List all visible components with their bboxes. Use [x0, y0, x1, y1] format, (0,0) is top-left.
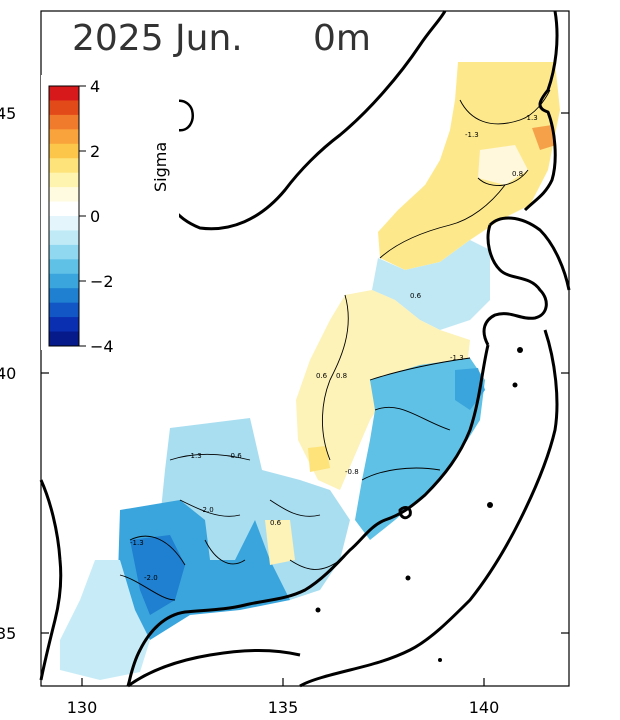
- contour-label: 0.8: [512, 170, 523, 178]
- island-4: [405, 575, 411, 581]
- island-2: [512, 382, 518, 388]
- colorbar-cell: [49, 158, 79, 174]
- contour-label: -1.3: [524, 114, 538, 122]
- colorbar-tick-2: 2: [90, 142, 100, 161]
- x-tick-135: 135: [268, 698, 299, 717]
- colorbar-cell: [49, 143, 79, 159]
- colorbar-cell: [49, 317, 79, 333]
- contour-label: -0.6: [228, 452, 242, 460]
- colorbar-cell: [49, 201, 79, 217]
- colorbar-cells: [49, 86, 79, 347]
- x-tick-140: 140: [469, 698, 500, 717]
- islands: [315, 347, 523, 662]
- contour-label: -0.8: [345, 468, 359, 476]
- contour-label: -2.0: [200, 506, 214, 514]
- cool-anomaly-tohoku: [355, 358, 485, 540]
- colorbar-tick-0: 0: [90, 207, 100, 226]
- contour-label: -1.3: [130, 539, 144, 547]
- contour-label: 0.6: [270, 519, 282, 527]
- colorbar-cell: [49, 114, 79, 130]
- colorbar-cell: [49, 129, 79, 145]
- colorbar-cell: [49, 187, 79, 203]
- contour-label: -2.0: [144, 574, 158, 582]
- colorbar-tick-4: 4: [90, 77, 100, 96]
- warm-patch-2: [265, 520, 295, 565]
- y-tick-40: 40: [0, 364, 16, 383]
- hot-spot-sakhalin: [532, 125, 556, 150]
- colorbar-cell: [49, 216, 79, 231]
- island-5: [438, 658, 442, 662]
- honshu-west-coast: [126, 344, 490, 687]
- colorbar-panel: 4 2 0 −2 −4 Sigma: [41, 75, 179, 356]
- contour-label: -1.3: [465, 131, 479, 139]
- contour-label: 0.6: [316, 372, 328, 380]
- cool-band-mid: [372, 240, 490, 330]
- x-tick-130: 130: [67, 698, 98, 717]
- colorbar-cell: [49, 302, 79, 318]
- pale-patch-north: [478, 145, 528, 185]
- sakhalin-coast: [523, 10, 559, 212]
- colorbar-cell: [49, 244, 79, 260]
- hokkaido-coast: [482, 216, 571, 346]
- colorbar-cell: [49, 86, 79, 101]
- title-date: 2025 Jun.: [72, 18, 243, 59]
- island-1: [517, 347, 523, 353]
- contour-lines: [119, 89, 551, 601]
- colorbar-tick-neg4: −4: [90, 337, 114, 356]
- contour-label: 0.8: [336, 372, 347, 380]
- sea-surface-field: [60, 62, 560, 680]
- korea-coast: [39, 479, 63, 681]
- colorbar-cell: [49, 172, 79, 188]
- y-tick-45: 45: [0, 104, 16, 123]
- colorbar-tick-neg2: −2: [90, 272, 114, 291]
- colorbar-title: Sigma: [151, 142, 170, 192]
- island-3: [487, 502, 493, 508]
- honshu-pacific-coast: [299, 329, 559, 688]
- colorbar-ticks: [79, 85, 86, 347]
- colorbar-cell: [49, 331, 79, 347]
- kyushu-coast: [127, 649, 301, 688]
- sado-island: [398, 506, 412, 520]
- warm-patch-1: [308, 446, 330, 472]
- contour-label: -1.3: [450, 354, 464, 362]
- contour-labels: -1.3 -1.3 0.8 0.6 0.6 0.8 -1.3 -0.6 -1.3…: [130, 114, 538, 582]
- cool-band-tsushima: [60, 560, 150, 680]
- colorbar-cell: [49, 259, 79, 275]
- island-6: [315, 607, 321, 613]
- title-depth: 0m: [313, 18, 371, 59]
- y-tick-35: 35: [0, 624, 16, 643]
- colorbar-cell: [49, 100, 79, 116]
- warm-anomaly-north: [378, 62, 560, 270]
- deep-cool-southwest: [130, 535, 185, 615]
- contour-label: 0.6: [410, 292, 422, 300]
- colorbar-cell: [49, 230, 79, 246]
- colorbar-cell: [49, 288, 79, 304]
- contour-label: -1.3: [188, 452, 202, 460]
- colorbar-cell: [49, 273, 79, 289]
- map-title: 2025 Jun. 0m: [72, 18, 371, 59]
